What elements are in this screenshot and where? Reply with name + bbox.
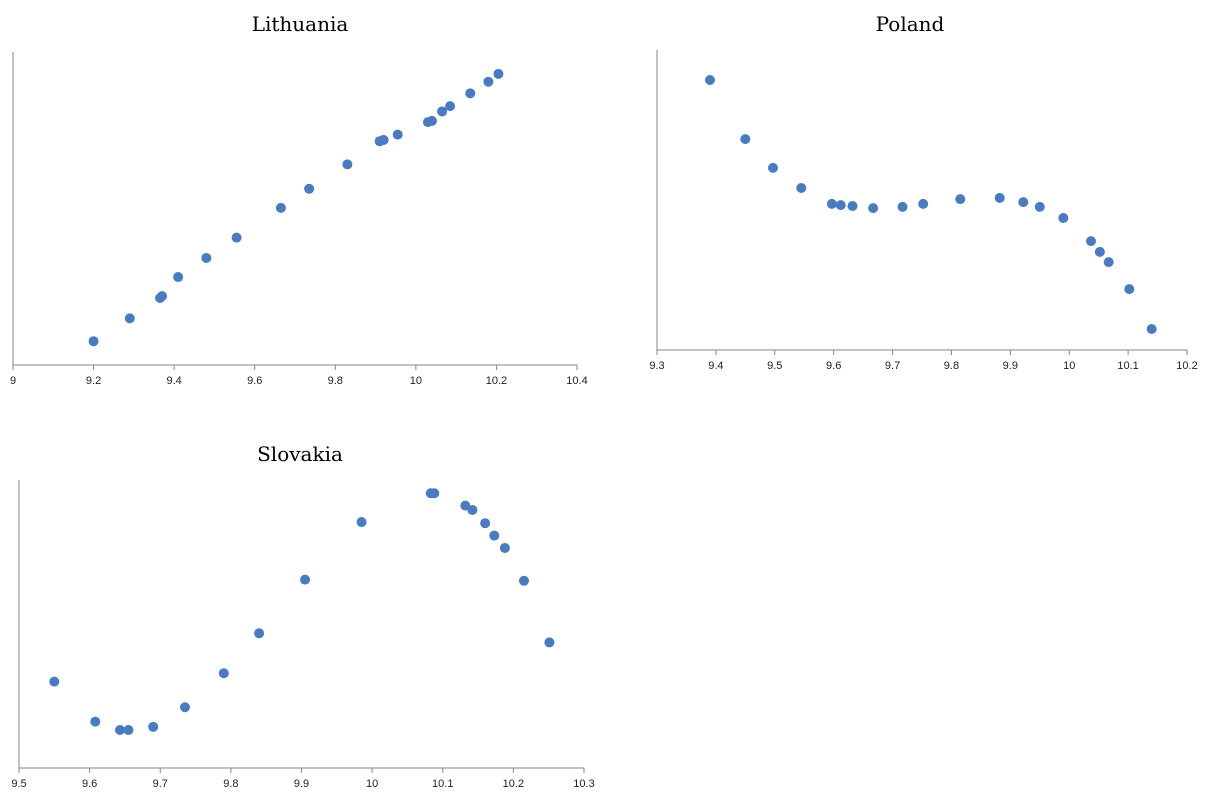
data-point	[1018, 197, 1029, 208]
x-tick-label: 9.8	[944, 360, 959, 372]
chart-plot: 9 9.2 9.4 9.6 9.8 10 10.2 10.4	[10, 52, 588, 387]
x-tick-label: 9.7	[153, 778, 168, 790]
data-point	[218, 668, 229, 679]
data-point	[518, 575, 529, 586]
data-point	[1086, 236, 1097, 247]
data-point	[90, 716, 101, 727]
x-tick-label: 9.5	[11, 778, 26, 790]
data-point	[897, 201, 908, 212]
x-tick-label: 9.9	[1003, 360, 1018, 372]
x-tick-label: 9	[10, 375, 16, 387]
data-point	[1058, 213, 1069, 223]
x-tick-label: 10.2	[1176, 360, 1197, 372]
data-point	[868, 203, 879, 214]
chart-title: Slovakia	[257, 442, 343, 466]
x-tick-label: 10	[366, 778, 378, 790]
data-point	[437, 106, 448, 117]
x-tick-label: 9.6	[826, 360, 841, 372]
data-point	[1124, 284, 1135, 295]
x-tick-label: 10.4	[566, 375, 587, 387]
data-point	[157, 291, 168, 302]
x-tick-label: 9.6	[82, 778, 97, 790]
data-point	[173, 272, 184, 283]
chart-title: Poland	[875, 12, 945, 36]
data-point	[1094, 246, 1105, 257]
x-tick-label: 9.7	[885, 360, 900, 372]
data-point	[467, 504, 478, 515]
data-point	[796, 183, 807, 193]
chart-panel-lithuania: Lithuania 9 9.2 9.4 9.6 9.8 10 10.2 10.4	[0, 0, 600, 400]
data-point	[201, 252, 212, 263]
x-tick-label: 10.2	[486, 375, 507, 387]
x-tick-label: 9.8	[328, 375, 343, 387]
x-tick-label: 9.3	[649, 360, 664, 372]
x-tick-label: 9.5	[767, 360, 782, 372]
data-point	[1146, 324, 1157, 334]
data-point	[826, 198, 837, 209]
data-point	[254, 628, 265, 639]
x-tick-label: 9.2	[86, 375, 101, 387]
chart-plot: 9.3 9.4 9.5 9.6 9.7 9.8 9.9 10 10.1 10.2	[649, 50, 1198, 372]
data-point	[847, 201, 858, 211]
data-point	[705, 75, 715, 85]
data-point	[392, 129, 403, 140]
chart-plot: 9.5 9.6 9.7 9.8 9.9 10 10.1 10.2 10.3	[11, 480, 595, 790]
x-tick-label: 10	[410, 375, 422, 387]
x-tick-label: 9.4	[166, 375, 181, 387]
data-point	[1034, 201, 1045, 212]
chart-panel-slovakia: Slovakia 9.5 9.6 9.7 9.8 9.9 10 10.1 10.2 10.3	[0, 430, 600, 811]
data-point	[300, 574, 311, 585]
data-point	[918, 198, 929, 209]
x-tick-label: 10.2	[503, 778, 524, 790]
data-point	[445, 101, 456, 112]
data-point	[231, 232, 242, 243]
data-point	[429, 488, 440, 499]
data-point	[49, 676, 60, 687]
data-point	[465, 88, 476, 99]
x-tick-label: 10.3	[573, 778, 594, 790]
data-point	[483, 76, 494, 87]
x-tick-label: 9.4	[708, 360, 723, 372]
chart-title: Lithuania	[251, 12, 349, 36]
data-point	[426, 115, 437, 126]
data-point	[124, 313, 135, 324]
x-tick-label: 9.8	[223, 778, 238, 790]
data-point	[499, 542, 510, 553]
data-point	[489, 530, 500, 541]
data-point	[955, 194, 966, 205]
data-point	[304, 183, 315, 194]
data-point	[835, 200, 846, 211]
data-point	[480, 518, 491, 529]
data-point	[356, 517, 367, 528]
data-point	[148, 721, 159, 732]
data-point	[342, 159, 353, 170]
x-tick-label: 9.6	[247, 375, 262, 387]
data-point	[768, 162, 779, 173]
data-point	[740, 134, 751, 145]
data-point	[275, 202, 286, 213]
x-tick-label: 10	[1063, 360, 1075, 372]
data-point	[179, 702, 190, 713]
x-tick-label: 10.1	[1117, 360, 1138, 372]
x-tick-label: 9.9	[294, 778, 309, 790]
chart-panel-poland: Poland 9.3 9.4 9.5 9.6 9.7 9.8 9.9 10 10.1 10.2	[620, 0, 1217, 400]
data-point	[378, 134, 389, 145]
x-tick-label: 10.1	[432, 778, 453, 790]
data-point	[493, 68, 504, 79]
data-point	[88, 336, 99, 347]
data-point	[114, 724, 125, 735]
data-point	[994, 192, 1005, 203]
data-point	[1103, 257, 1114, 268]
data-point	[123, 724, 134, 735]
data-point	[544, 637, 555, 648]
